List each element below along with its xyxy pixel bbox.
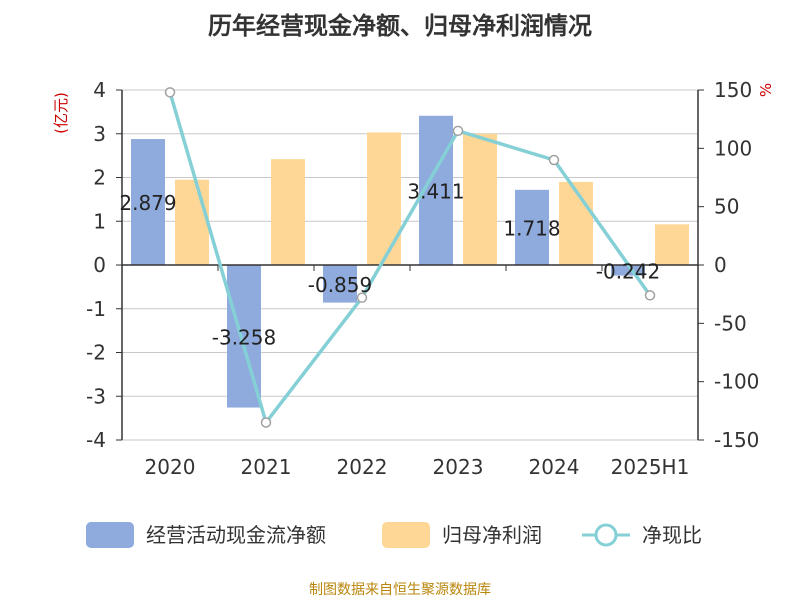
category-label: 2021 [241, 455, 292, 479]
bars [131, 115, 689, 408]
left-axis-unit: (亿元) [52, 92, 70, 134]
data-label-cashflow: -3.258 [212, 325, 276, 349]
data-label-cashflow: 1.718 [503, 216, 560, 240]
bar-cashflow-2020 [131, 139, 165, 265]
axes: -4 -3 -2 -1 0 1 2 3 4 -150 -100 -50 0 50 100 150 2020 202… [86, 78, 759, 479]
left-tick-label: -4 [86, 428, 106, 452]
bar-cashflow-2025H1 [611, 265, 645, 276]
legend-label-net-profit: 归母净利润 [442, 523, 542, 547]
data-label-cashflow: 2.879 [119, 191, 176, 215]
bar-net-profit-2024 [559, 181, 593, 265]
ratio-point-2024 [548, 154, 560, 166]
bar-net-profit-2023 [463, 133, 497, 265]
left-tick-label: -3 [86, 384, 106, 408]
left-tick-label: 2 [93, 166, 106, 190]
data-label-cashflow: 3.411 [407, 179, 464, 203]
left-tick-label: 3 [93, 122, 106, 146]
category-label: 2023 [433, 455, 484, 479]
bar-cashflow-2022 [323, 265, 357, 303]
category-label: 2025H1 [611, 455, 690, 479]
right-tick-label: -150 [714, 428, 759, 452]
right-tick-label: 50 [714, 195, 739, 219]
ratio-line-layer [164, 87, 656, 428]
left-tick-label: 4 [93, 78, 106, 102]
source-note: 制图数据来自恒生聚源数据库 [309, 582, 491, 598]
ratio-point-2025H1 [644, 290, 656, 301]
right-axis-unit: % [757, 83, 775, 97]
bar-net-profit-2021 [271, 159, 305, 265]
right-tick-label: 0 [714, 253, 727, 277]
right-tick-label: 100 [714, 136, 752, 160]
legend-label-ratio: 净现比 [642, 523, 702, 547]
ratio-line [168, 91, 652, 427]
chart-title: 历年经营现金净额、归母净利润情况 [208, 12, 592, 40]
left-tick-label: 1 [93, 209, 106, 233]
left-tick-label: -1 [86, 297, 106, 321]
bar-net-profit-2025H1 [655, 224, 689, 265]
category-label: 2024 [529, 455, 580, 479]
left-tick-label: -2 [86, 341, 106, 365]
data-label-cashflow: -0.242 [596, 259, 660, 283]
data-label-cashflow: -0.859 [308, 273, 372, 297]
legend-label-cashflow: 经营活动现金流净额 [146, 523, 326, 547]
right-tick-label: -50 [714, 311, 747, 335]
legend-swatch-net-profit [382, 522, 430, 548]
category-label: 2022 [337, 455, 388, 479]
data-labels: 2.879 -3.258 -0.859 3.411 1.718 -0.242 [119, 179, 660, 349]
bar-net-profit-2020 [175, 179, 209, 265]
legend: 经营活动现金流净额 归母净利润 净现比 [86, 522, 702, 548]
bar-cashflow-2024 [515, 189, 549, 265]
ratio-point-2021 [260, 417, 272, 428]
ratio-point-2020 [164, 87, 176, 98]
bar-net-profit-2022 [367, 132, 401, 265]
left-tick-label: 0 [93, 253, 106, 277]
right-tick-label: 150 [714, 78, 752, 102]
ratio-point-2023 [452, 125, 464, 137]
ratio-point-2022 [356, 292, 368, 303]
category-label: 2020 [145, 455, 196, 479]
right-tick-label: -100 [714, 370, 759, 394]
legend-marker-ratio [594, 523, 618, 547]
legend-swatch-cashflow [86, 522, 134, 548]
